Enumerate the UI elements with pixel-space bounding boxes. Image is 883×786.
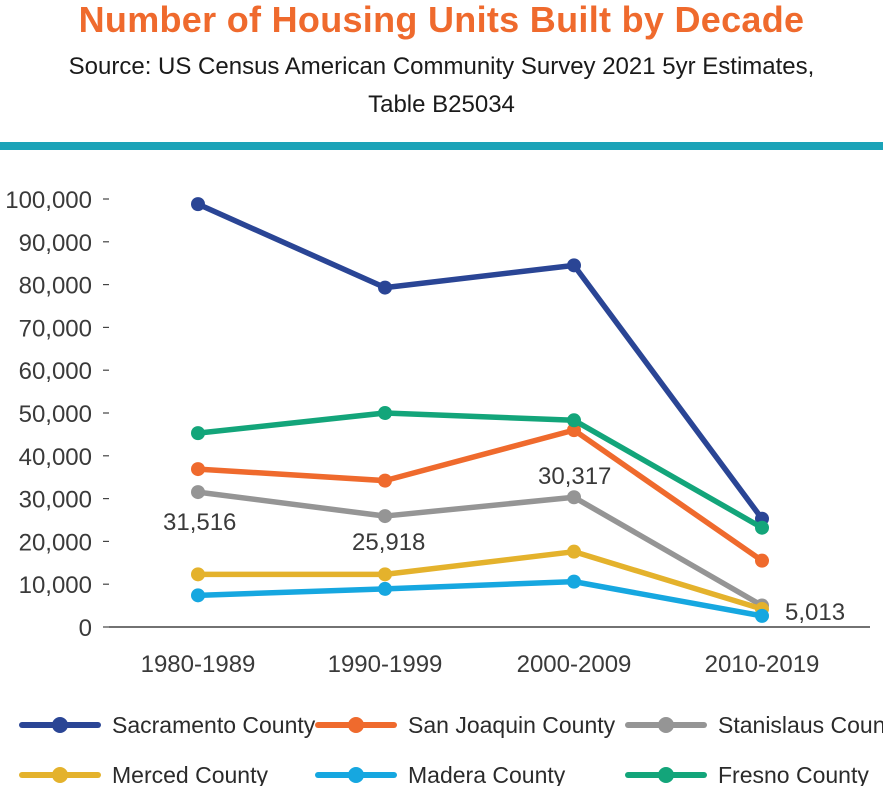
legend-label: Sacramento County — [112, 712, 316, 738]
point-merced-county-1 — [378, 567, 392, 582]
y-tick-label: 30,000 — [19, 487, 92, 514]
legend-item-stanislaus-county: Stanislaus County — [625, 712, 883, 738]
point-madera-county-2 — [567, 574, 581, 589]
series-san-joaquin-county — [191, 423, 769, 568]
y-tick-label: 0 — [79, 615, 92, 642]
legend-label: Fresno County — [718, 762, 869, 786]
legend-swatch-marker — [658, 767, 674, 783]
subtitle-line-1: Source: US Census American Community Sur… — [68, 53, 815, 80]
point-sacramento-county-2 — [567, 258, 581, 273]
y-tick-label: 10,000 — [19, 572, 92, 599]
y-tick-label: 20,000 — [19, 529, 92, 556]
y-tick-label: 50,000 — [19, 401, 92, 428]
legend-swatch-marker — [52, 767, 68, 783]
legend-item-san-joaquin-county: San Joaquin County — [315, 712, 616, 738]
x-tick-label: 1990-1999 — [328, 651, 443, 678]
point-madera-county-3 — [755, 608, 769, 623]
data-label-stanislaus-2010: 5,013 — [785, 599, 845, 626]
data-label-stanislaus-1980: 31,516 — [163, 509, 236, 536]
subtitle-line-2: Table B25034 — [368, 91, 515, 118]
legend: Sacramento County San Joaquin County Stani… — [19, 712, 883, 786]
legend-item-madera-county: Madera County — [315, 762, 566, 786]
point-merced-county-0 — [191, 567, 205, 582]
legend-label: Madera County — [408, 762, 566, 786]
point-fresno-county-2 — [567, 413, 581, 428]
point-merced-county-2 — [567, 544, 581, 559]
x-axis: 1980-1989 1990-1999 2000-2009 2010-2019 — [141, 651, 820, 678]
legend-label: San Joaquin County — [408, 712, 616, 738]
point-stanislaus-county-2 — [567, 490, 581, 505]
point-sacramento-county-1 — [378, 280, 392, 295]
legend-item-merced-county: Merced County — [19, 762, 268, 786]
x-tick-label: 1980-1989 — [141, 651, 256, 678]
point-fresno-county-1 — [378, 406, 392, 420]
y-tick-label: 80,000 — [19, 273, 92, 300]
title-divider — [0, 142, 883, 150]
legend-label: Merced County — [112, 762, 268, 786]
point-san-joaquin-county-3 — [755, 553, 769, 568]
series-madera-county — [191, 574, 769, 623]
point-sacramento-county-0 — [191, 197, 205, 212]
legend-swatch-marker — [348, 717, 364, 733]
x-tick-label: 2010-2019 — [705, 651, 820, 678]
series-line-san-joaquin-county — [195, 427, 765, 564]
chart-subtitle: Source: US Census American Community Sur… — [0, 48, 883, 124]
legend-swatch-marker — [658, 717, 674, 733]
point-san-joaquin-county-0 — [191, 462, 205, 477]
point-madera-county-0 — [191, 588, 205, 603]
series-line-fresno-county — [195, 410, 765, 531]
legend-item-sacramento-county: Sacramento County — [19, 712, 316, 738]
series-layer — [191, 197, 769, 623]
point-san-joaquin-county-2 — [567, 423, 581, 438]
y-tick-label: 90,000 — [19, 230, 92, 257]
legend-swatch-marker — [348, 767, 364, 783]
series-line-stanislaus-county — [195, 489, 765, 609]
y-tick-label: 100,000 — [5, 187, 92, 214]
legend-swatch-marker — [52, 717, 68, 733]
series-line-merced-county — [195, 548, 765, 612]
point-fresno-county-3 — [755, 520, 769, 535]
point-fresno-county-0 — [191, 426, 205, 441]
series-line-madera-county — [195, 578, 765, 619]
series-fresno-county — [191, 406, 769, 535]
data-label-stanislaus-1990: 25,918 — [352, 529, 425, 556]
series-line-sacramento-county — [195, 201, 765, 522]
y-tick-label: 70,000 — [19, 315, 92, 342]
data-label-stanislaus-2000: 30,317 — [538, 463, 611, 490]
y-tick-label: 60,000 — [19, 358, 92, 385]
point-san-joaquin-county-1 — [378, 473, 392, 488]
point-madera-county-1 — [378, 581, 392, 596]
y-axis: 0 10,000 20,000 30,000 40,000 50,000 60,000 70,… — [5, 187, 109, 642]
point-stanislaus-county-1 — [378, 509, 392, 524]
chart-title: Number of Housing Units Built by Decade — [78, 0, 805, 40]
legend-item-fresno-county: Fresno County — [625, 762, 869, 786]
series-merced-county — [191, 544, 769, 617]
y-tick-label: 40,000 — [19, 444, 92, 471]
point-stanislaus-county-0 — [191, 485, 205, 500]
legend-label: Stanislaus County — [718, 712, 883, 738]
x-tick-label: 2000-2009 — [517, 651, 632, 678]
